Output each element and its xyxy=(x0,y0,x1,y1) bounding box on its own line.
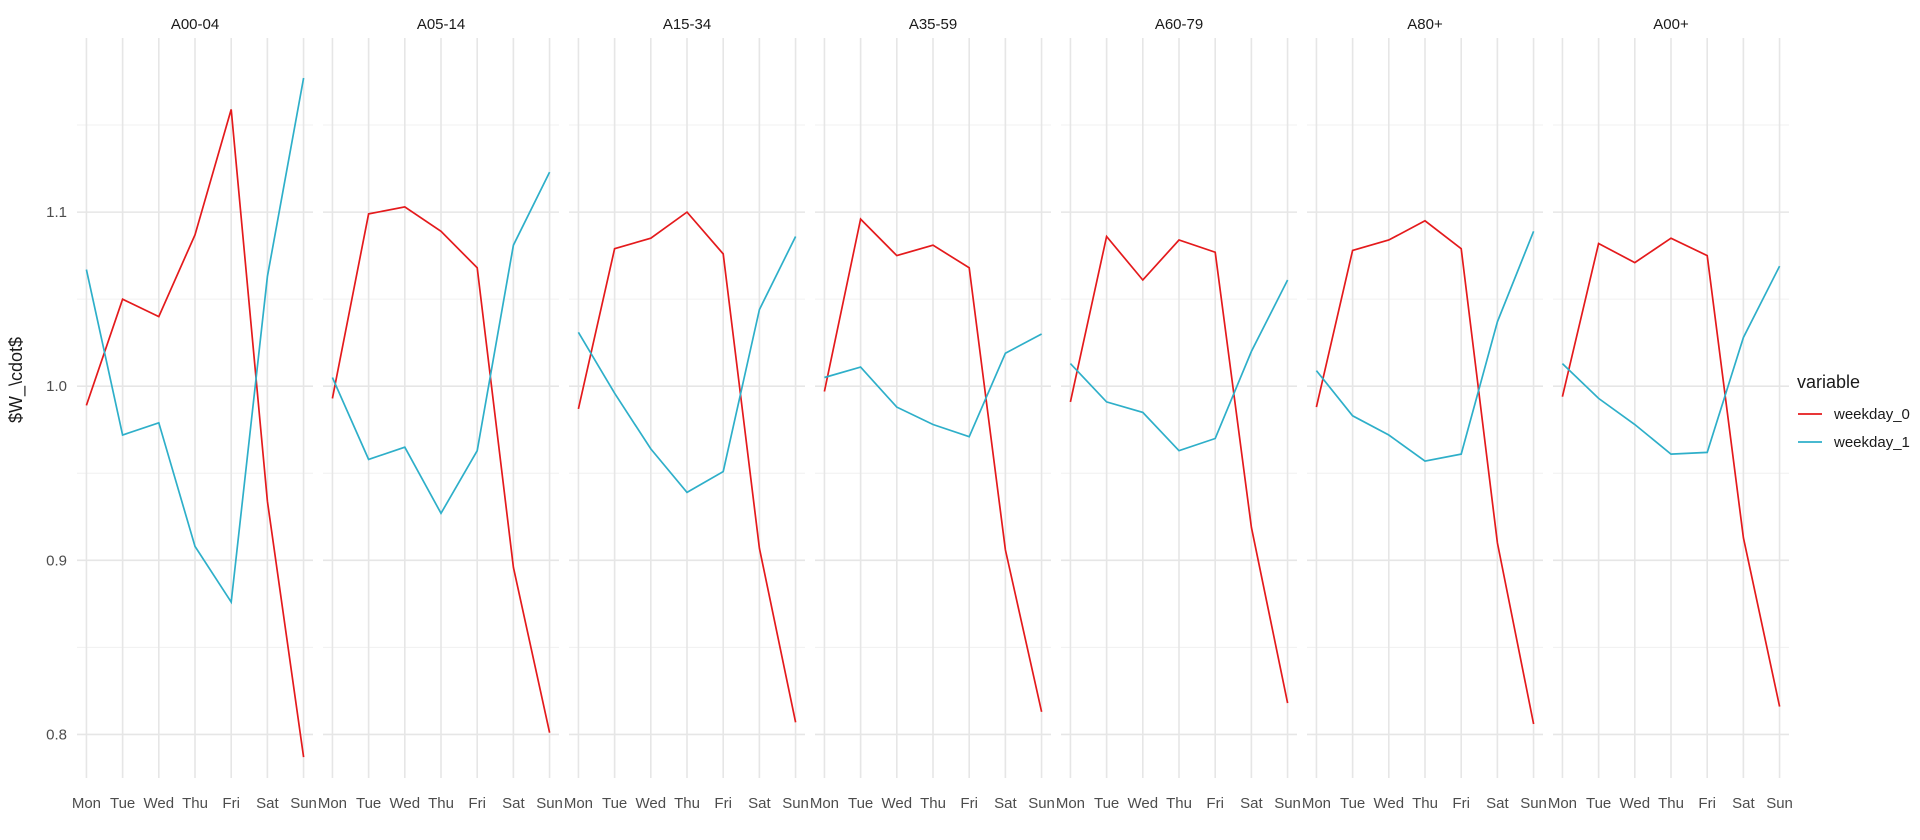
x-tick-label: Sun xyxy=(1766,795,1793,812)
x-tick-label: Sat xyxy=(502,795,525,812)
panel-a05-14: A05-14 Mon Tue Wed Thu Fri Sat Sun xyxy=(318,16,563,812)
x-tick-label: Thu xyxy=(1166,795,1192,812)
legend: variable weekday_0 weekday_1 xyxy=(1797,372,1910,451)
x-tick-label: Sat xyxy=(994,795,1017,812)
x-tick-label: Mon xyxy=(1056,795,1085,812)
series-line-weekday-0 xyxy=(1069,234,1289,704)
x-tick-label: Sun xyxy=(1274,795,1301,812)
panel-a00-: A00+ Mon Tue Wed Thu Fri Sat Sun xyxy=(1548,16,1793,812)
x-tick-label: Wed xyxy=(1128,795,1159,812)
x-tick-label: Fri xyxy=(714,795,732,812)
legend-label-weekday-1: weekday_1 xyxy=(1833,434,1910,451)
x-tick-label: Fri xyxy=(222,795,240,812)
y-axis-title: $W_\cdot$ xyxy=(6,337,27,423)
y-tick-label: 0.9 xyxy=(46,552,67,569)
x-tick-label: Sun xyxy=(1028,795,1055,812)
x-tick-label: Mon xyxy=(318,795,347,812)
legend-title: variable xyxy=(1797,372,1860,392)
x-tick-label: Thu xyxy=(1658,795,1684,812)
panel-a80-: A80+ Mon Tue Wed Thu Fri Sat Sun xyxy=(1302,16,1547,812)
x-tick-label: Fri xyxy=(1698,795,1716,812)
x-tick-label: Sun xyxy=(290,795,317,812)
x-tick-label: Sun xyxy=(1520,795,1547,812)
x-tick-label: Sat xyxy=(1732,795,1755,812)
x-tick-label: Wed xyxy=(1620,795,1651,812)
y-tick-label: 0.8 xyxy=(46,726,67,743)
x-tick-label: Tue xyxy=(848,795,873,812)
x-tick-label: Tue xyxy=(110,795,135,812)
panel-title: A60-79 xyxy=(1155,16,1203,33)
x-tick-label: Thu xyxy=(428,795,454,812)
x-tick-label: Fri xyxy=(1452,795,1470,812)
series-line-weekday-1 xyxy=(1315,230,1535,463)
panel-a60-79: A60-79 Mon Tue Wed Thu Fri Sat Sun xyxy=(1056,16,1301,812)
x-tick-label: Sun xyxy=(536,795,563,812)
x-tick-label: Tue xyxy=(1340,795,1365,812)
series-line-weekday-1 xyxy=(1561,265,1781,455)
series-line-weekday-1 xyxy=(824,333,1042,438)
x-tick-label: Thu xyxy=(920,795,946,812)
x-tick-label: Mon xyxy=(810,795,839,812)
panel-a15-34: A15-34 Mon Tue Wed Thu Fri Sat Sun xyxy=(564,16,809,812)
x-tick-label: Wed xyxy=(144,795,175,812)
panel-title: A05-14 xyxy=(417,16,465,33)
x-tick-label: Thu xyxy=(182,795,208,812)
x-tick-label: Thu xyxy=(674,795,700,812)
series-line-weekday-1 xyxy=(331,171,551,516)
x-tick-label: Wed xyxy=(636,795,667,812)
y-tick-label: 1.0 xyxy=(46,378,67,395)
x-tick-label: Mon xyxy=(72,795,101,812)
panel-a35-59: A35-59 Mon Tue Wed Thu Fri Sat Sun xyxy=(810,16,1055,812)
x-tick-label: Wed xyxy=(1374,795,1405,812)
legend-label-weekday-0: weekday_0 xyxy=(1833,406,1910,423)
x-tick-label: Fri xyxy=(960,795,978,812)
x-tick-label: Mon xyxy=(564,795,593,812)
series-line-weekday-0 xyxy=(85,109,305,758)
x-tick-label: Tue xyxy=(1094,795,1119,812)
x-tick-label: Sun xyxy=(782,795,809,812)
x-tick-label: Sat xyxy=(256,795,279,812)
series-line-weekday-0 xyxy=(823,217,1043,712)
y-tick-label: 1.1 xyxy=(46,204,67,221)
x-tick-label: Tue xyxy=(602,795,627,812)
x-tick-label: Sat xyxy=(748,795,771,812)
x-tick-label: Tue xyxy=(1586,795,1611,812)
panel-title: A15-34 xyxy=(663,16,711,33)
x-tick-label: Tue xyxy=(356,795,381,812)
series-line-weekday-1 xyxy=(1069,279,1289,452)
x-tick-label: Thu xyxy=(1412,795,1438,812)
series-line-weekday-0 xyxy=(331,205,551,733)
legend-entries: weekday_0 weekday_1 xyxy=(1798,406,1910,451)
panel-title: A80+ xyxy=(1407,16,1443,33)
panel-title: A35-59 xyxy=(909,16,957,33)
series-line-weekday-0 xyxy=(577,210,797,723)
x-tick-label: Sat xyxy=(1240,795,1263,812)
x-tick-label: Mon xyxy=(1302,795,1331,812)
series-line-weekday-0 xyxy=(1561,237,1781,707)
panel-title: A00-04 xyxy=(171,16,219,33)
x-tick-label: Fri xyxy=(1206,795,1224,812)
x-tick-label: Sat xyxy=(1486,795,1509,812)
x-tick-label: Wed xyxy=(882,795,913,812)
x-tick-label: Fri xyxy=(468,795,486,812)
x-tick-label: Wed xyxy=(390,795,421,812)
panel-title: A00+ xyxy=(1653,16,1689,33)
series-line-weekday-1 xyxy=(85,77,305,605)
panel-a00-04: A00-04 Mon Tue Wed Thu Fri Sat Sun xyxy=(72,16,317,812)
x-tick-label: Mon xyxy=(1548,795,1577,812)
series-line-weekday-1 xyxy=(577,236,797,494)
series-line-weekday-0 xyxy=(1315,219,1535,725)
